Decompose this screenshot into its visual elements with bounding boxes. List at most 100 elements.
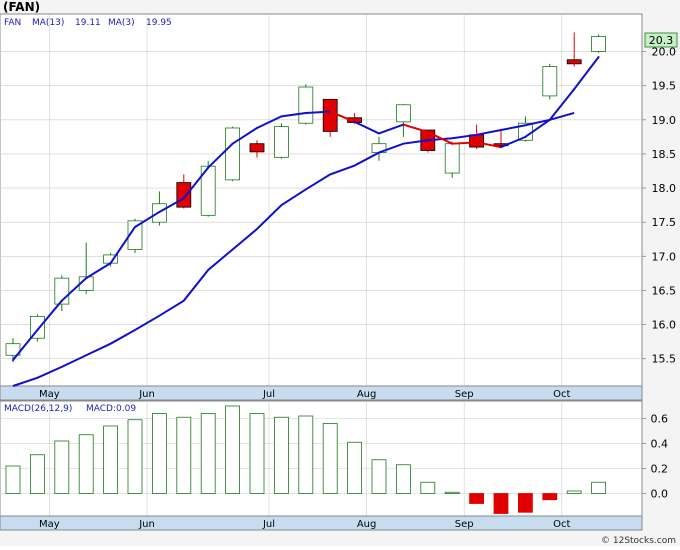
price-panel bbox=[0, 13, 643, 387]
macd-bar bbox=[395, 464, 411, 494]
candle-up bbox=[273, 126, 289, 158]
price-y-tick-label: 20.0 bbox=[652, 46, 677, 59]
price-moving-averages bbox=[12, 56, 600, 387]
ma3-line-segment bbox=[12, 329, 39, 362]
macd-bar bbox=[29, 454, 45, 494]
price-y-tick-label: 19.0 bbox=[652, 114, 677, 127]
macd-bar bbox=[566, 490, 582, 494]
price-month-label: Sep bbox=[455, 389, 474, 400]
ma3-line-segment bbox=[85, 262, 112, 280]
macd-bar bbox=[420, 481, 436, 494]
price-legend-symbol: FAN bbox=[4, 18, 21, 28]
macd-bar bbox=[591, 481, 606, 494]
candle-down bbox=[566, 59, 582, 65]
macd-bar bbox=[127, 419, 143, 494]
macd-month-label: Oct bbox=[553, 519, 570, 530]
macd-bar bbox=[54, 440, 70, 494]
ma3-line-segment bbox=[548, 88, 576, 121]
price-y-tick-label: 15.5 bbox=[652, 353, 677, 366]
ma3-line-segment bbox=[158, 197, 185, 213]
price-y-tick-label: 17.5 bbox=[652, 216, 677, 229]
macd-bar bbox=[151, 413, 167, 494]
ma3-line-segment bbox=[402, 123, 429, 134]
price-month-label: Jun bbox=[138, 389, 155, 400]
price-legend-ma13-label: MA(13) bbox=[32, 18, 64, 28]
macd-bar-negative bbox=[518, 493, 533, 513]
ma3-line-segment bbox=[573, 56, 600, 91]
price-y-tick-label: 17.0 bbox=[652, 250, 677, 263]
macd-y-tick-label: 0.2 bbox=[651, 463, 669, 476]
macd-bar bbox=[176, 416, 192, 494]
macd-bar bbox=[371, 459, 387, 494]
price-legend-ma13-value: 19.11 bbox=[75, 18, 101, 28]
ma3-line-segment bbox=[524, 118, 551, 138]
candle-up bbox=[127, 220, 143, 250]
price-y-tick-label: 16.0 bbox=[652, 319, 677, 332]
candle-up bbox=[591, 36, 606, 52]
ma3-line-segment bbox=[475, 141, 502, 149]
macd-axis-band bbox=[0, 515, 643, 531]
price-month-label: Oct bbox=[553, 389, 570, 400]
ma3-line-segment bbox=[451, 141, 478, 145]
macd-bar-negative bbox=[469, 493, 485, 504]
macd-month-label: Jun bbox=[138, 519, 155, 530]
price-y-tick-labels: 15.5 16.0 16.5 17.0 17.5 18.0 18.5 19.0 19.5 20.0 bbox=[642, 46, 676, 366]
macd-month-label: Jul bbox=[262, 519, 275, 530]
macd-bar bbox=[5, 465, 21, 494]
macd-y-tick-label: 0.4 bbox=[651, 438, 669, 451]
price-axis-band bbox=[0, 385, 643, 401]
macd-bar-negative bbox=[542, 493, 558, 501]
macd-y-tick-labels: 0.0 0.2 0.4 0.6 bbox=[642, 413, 668, 501]
candle-up bbox=[225, 127, 241, 181]
ma3-line-segment bbox=[280, 111, 307, 118]
last-price-label: 20.3 bbox=[649, 34, 674, 47]
price-month-label: Aug bbox=[357, 389, 377, 400]
ma3-line-segment bbox=[256, 115, 283, 129]
candle-up bbox=[542, 66, 558, 97]
candle-down bbox=[249, 143, 265, 153]
price-legend-ma3-label: MA(3) bbox=[108, 18, 135, 28]
macd-y-tick-label: 0.6 bbox=[651, 413, 669, 426]
ma3-line-segment bbox=[109, 225, 136, 265]
macd-bar bbox=[200, 413, 216, 494]
macd-month-label: Aug bbox=[357, 519, 377, 530]
candle-down bbox=[176, 182, 192, 208]
price-month-label: May bbox=[39, 389, 60, 400]
price-month-label: Jul bbox=[262, 389, 275, 400]
last-price-box bbox=[644, 32, 678, 48]
macd-y-tick-label: 0.0 bbox=[651, 488, 669, 501]
ma3-line-segment bbox=[353, 120, 380, 135]
price-y-tick-label: 18.0 bbox=[652, 182, 677, 195]
price-y-tick-label: 18.5 bbox=[652, 148, 677, 161]
ma3-line-segment bbox=[304, 110, 332, 114]
ma3-line-segment bbox=[36, 299, 63, 332]
macd-bar bbox=[444, 491, 460, 494]
macd-month-label: Sep bbox=[455, 519, 474, 530]
watermark: © 12Stocks.com bbox=[601, 536, 676, 546]
ma13-line bbox=[12, 112, 575, 387]
macd-month-label: May bbox=[39, 519, 60, 530]
macd-bar bbox=[273, 416, 289, 494]
price-y-tick-label: 19.5 bbox=[652, 80, 677, 93]
macd-bar bbox=[347, 441, 363, 494]
macd-grid bbox=[0, 401, 642, 516]
ma3-line-segment bbox=[231, 126, 258, 145]
ma3-line-segment bbox=[426, 131, 454, 145]
candle-up bbox=[395, 104, 411, 123]
macd-legend-label: MACD(26,12,9) bbox=[4, 404, 72, 414]
candle-down bbox=[469, 134, 485, 148]
macd-bar bbox=[322, 423, 338, 494]
macd-month-labels: May Jun Jul Aug Sep Oct bbox=[39, 519, 570, 530]
macd-bar bbox=[298, 415, 314, 494]
ma3-line-segment bbox=[378, 123, 405, 135]
ma3-line-segment bbox=[134, 210, 161, 228]
macd-bar bbox=[103, 425, 118, 494]
macd-legend-value: MACD:0.09 bbox=[86, 404, 136, 414]
candle-down bbox=[322, 98, 338, 132]
ma3-line-segment bbox=[182, 166, 210, 200]
macd-bar-negative bbox=[493, 493, 509, 514]
price-y-tick-label: 16.5 bbox=[652, 284, 677, 297]
candle-up bbox=[5, 343, 21, 356]
